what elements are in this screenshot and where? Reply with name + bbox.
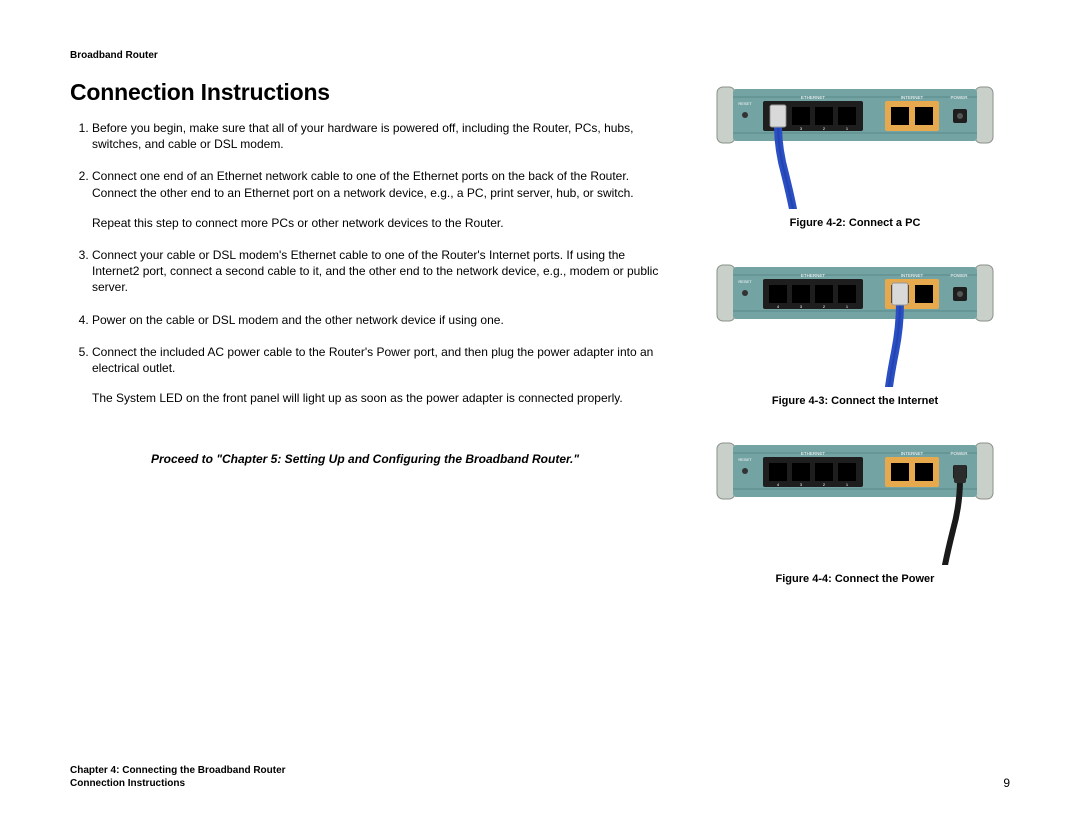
router-image-power: RESET ETHERNET 4 3 2 1 INTERNET POWER <box>715 435 995 565</box>
svg-text:ETHERNET: ETHERNET <box>801 273 826 278</box>
step-text: Power on the cable or DSL modem and the … <box>92 313 504 327</box>
svg-text:INTERNET: INTERNET <box>901 451 924 456</box>
instruction-step-2: Connect one end of an Ethernet network c… <box>92 168 660 231</box>
footer-page-number: 9 <box>1003 776 1010 790</box>
content-columns: Connection Instructions Before you begin… <box>70 79 1010 613</box>
header-label: Broadband Router <box>70 50 1010 61</box>
figure-caption-internet: Figure 4-3: Connect the Internet <box>700 395 1010 407</box>
step-text: Connect your cable or DSL modem's Ethern… <box>92 248 658 294</box>
step-text: Connect the included AC power cable to t… <box>92 345 653 375</box>
instructions-list: Before you begin, make sure that all of … <box>70 120 660 406</box>
instruction-step-3: Connect your cable or DSL modem's Ethern… <box>92 247 660 296</box>
left-column: Connection Instructions Before you begin… <box>70 79 660 613</box>
router-image-pc: RESET ETHERNET 4 3 2 1 INTERNET <box>715 79 995 209</box>
svg-text:RESET: RESET <box>738 101 752 106</box>
footer-left: Chapter 4: Connecting the Broadband Rout… <box>70 764 286 790</box>
svg-text:INTERNET: INTERNET <box>901 273 924 278</box>
document-page: Broadband Router Connection Instructions… <box>0 0 1080 834</box>
footer-chapter: Chapter 4: Connecting the Broadband Rout… <box>70 764 286 777</box>
instruction-step-5: Connect the included AC power cable to t… <box>92 344 660 407</box>
svg-text:POWER: POWER <box>950 451 968 456</box>
page-title: Connection Instructions <box>70 79 660 106</box>
figure-caption-pc: Figure 4-2: Connect a PC <box>700 217 1010 229</box>
svg-text:RESET: RESET <box>738 279 752 284</box>
instruction-step-1: Before you begin, make sure that all of … <box>92 120 660 152</box>
svg-text:POWER: POWER <box>950 95 968 100</box>
svg-text:INTERNET: INTERNET <box>901 95 924 100</box>
figure-connect-power: RESET ETHERNET 4 3 2 1 INTERNET POWER <box>700 435 1010 585</box>
svg-text:RESET: RESET <box>738 457 752 462</box>
proceed-note: Proceed to "Chapter 5: Setting Up and Co… <box>70 452 660 466</box>
svg-text:POWER: POWER <box>950 273 968 278</box>
figure-connect-internet: RESET ETHERNET 4 3 2 1 INTERNET POWER <box>700 257 1010 407</box>
page-footer: Chapter 4: Connecting the Broadband Rout… <box>70 764 1010 790</box>
router-image-internet: RESET ETHERNET 4 3 2 1 INTERNET POWER <box>715 257 995 387</box>
step-subtext: The System LED on the front panel will l… <box>92 390 660 406</box>
right-column: RESET ETHERNET 4 3 2 1 INTERNET <box>700 79 1010 613</box>
instruction-step-4: Power on the cable or DSL modem and the … <box>92 312 660 328</box>
figure-caption-power: Figure 4-4: Connect the Power <box>700 573 1010 585</box>
figure-connect-pc: RESET ETHERNET 4 3 2 1 INTERNET <box>700 79 1010 229</box>
footer-section: Connection Instructions <box>70 777 286 790</box>
step-text: Before you begin, make sure that all of … <box>92 121 633 151</box>
step-text: Connect one end of an Ethernet network c… <box>92 169 634 199</box>
svg-text:ETHERNET: ETHERNET <box>801 95 826 100</box>
step-subtext: Repeat this step to connect more PCs or … <box>92 215 660 231</box>
svg-text:ETHERNET: ETHERNET <box>801 451 826 456</box>
